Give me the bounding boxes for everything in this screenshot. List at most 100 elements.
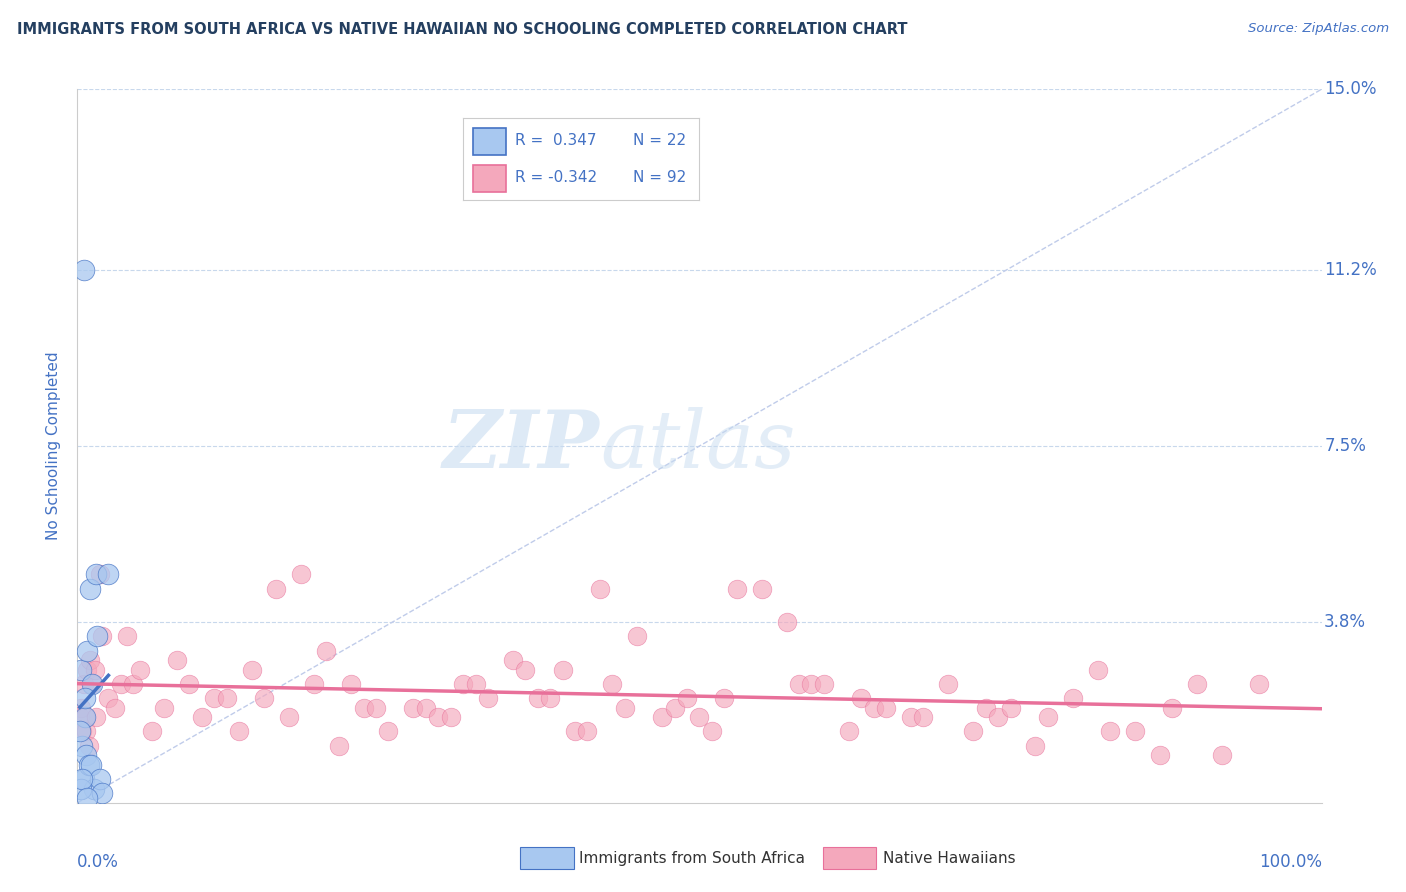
Point — [72, 739, 94, 753]
Point — [153, 700, 176, 714]
Point — [626, 629, 648, 643]
Point — [700, 724, 723, 739]
Text: 3.8%: 3.8% — [1324, 613, 1367, 631]
Text: Immigrants from South Africa: Immigrants from South Africa — [579, 851, 806, 865]
Point — [1024, 739, 1046, 753]
Y-axis label: No Schooling Completed: No Schooling Completed — [46, 351, 62, 541]
Point — [79, 582, 101, 596]
Point — [277, 710, 299, 724]
Point — [589, 582, 612, 596]
Point — [787, 677, 810, 691]
Point — [89, 772, 111, 786]
Point — [77, 757, 100, 772]
Point — [253, 691, 276, 706]
Point — [364, 700, 387, 714]
Point — [1249, 677, 1271, 691]
Point — [1000, 700, 1022, 714]
Point — [75, 748, 97, 763]
Point — [502, 653, 524, 667]
Point — [576, 724, 599, 739]
Point — [141, 724, 163, 739]
Point — [402, 700, 425, 714]
Point — [676, 691, 699, 706]
Point — [1161, 700, 1184, 714]
Point — [1099, 724, 1122, 739]
Text: ZIP: ZIP — [443, 408, 600, 484]
Point — [84, 710, 107, 724]
Point — [97, 691, 120, 706]
Point — [315, 643, 337, 657]
Point — [228, 724, 250, 739]
Point — [240, 663, 263, 677]
Point — [110, 677, 132, 691]
Point — [91, 786, 114, 800]
Point — [602, 677, 624, 691]
Point — [83, 781, 105, 796]
Point — [69, 724, 91, 739]
Point — [1036, 710, 1059, 724]
Point — [97, 567, 120, 582]
Point — [73, 710, 96, 724]
Point — [775, 615, 797, 629]
Point — [938, 677, 960, 691]
Point — [191, 710, 214, 724]
Text: 0.0%: 0.0% — [77, 853, 120, 871]
Point — [515, 663, 537, 677]
Point — [651, 710, 673, 724]
Point — [76, 663, 98, 677]
Text: Source: ZipAtlas.com: Source: ZipAtlas.com — [1249, 22, 1389, 36]
Point — [526, 691, 548, 706]
Point — [302, 677, 325, 691]
Point — [900, 710, 922, 724]
Point — [800, 677, 823, 691]
Point — [862, 700, 884, 714]
Point — [353, 700, 375, 714]
Point — [75, 724, 97, 739]
Text: R =  0.347: R = 0.347 — [515, 133, 596, 148]
Point — [84, 567, 107, 582]
Point — [538, 691, 561, 706]
Point — [72, 772, 94, 786]
Point — [70, 781, 93, 796]
Point — [751, 582, 773, 596]
Point — [79, 653, 101, 667]
Point — [564, 724, 586, 739]
Point — [266, 582, 288, 596]
Point — [91, 629, 114, 643]
Text: atlas: atlas — [600, 408, 796, 484]
Text: IMMIGRANTS FROM SOUTH AFRICA VS NATIVE HAWAIIAN NO SCHOOLING COMPLETED CORRELATI: IMMIGRANTS FROM SOUTH AFRICA VS NATIVE H… — [17, 22, 907, 37]
Point — [82, 677, 104, 691]
Point — [689, 710, 711, 724]
Point — [73, 710, 96, 724]
Bar — [472, 164, 506, 192]
Point — [70, 700, 93, 714]
Text: N = 22: N = 22 — [633, 133, 686, 148]
Point — [72, 263, 94, 277]
Point — [464, 677, 486, 691]
Point — [122, 677, 145, 691]
Point — [70, 663, 93, 677]
Point — [851, 691, 873, 706]
Text: R = -0.342: R = -0.342 — [515, 170, 598, 186]
Point — [415, 700, 437, 714]
Point — [215, 691, 238, 706]
Point — [69, 710, 91, 724]
Point — [340, 677, 363, 691]
Point — [1211, 748, 1233, 763]
Text: 100.0%: 100.0% — [1258, 853, 1322, 871]
Point — [77, 739, 100, 753]
Point — [713, 691, 735, 706]
Text: 15.0%: 15.0% — [1324, 80, 1376, 98]
Point — [838, 724, 860, 739]
Point — [477, 691, 499, 706]
Point — [72, 677, 94, 691]
Point — [166, 653, 188, 667]
Point — [439, 710, 461, 724]
Point — [725, 582, 748, 596]
Point — [962, 724, 984, 739]
Point — [89, 567, 111, 582]
Point — [83, 663, 105, 677]
Text: N = 92: N = 92 — [633, 170, 686, 186]
Point — [73, 691, 96, 706]
Point — [179, 677, 201, 691]
